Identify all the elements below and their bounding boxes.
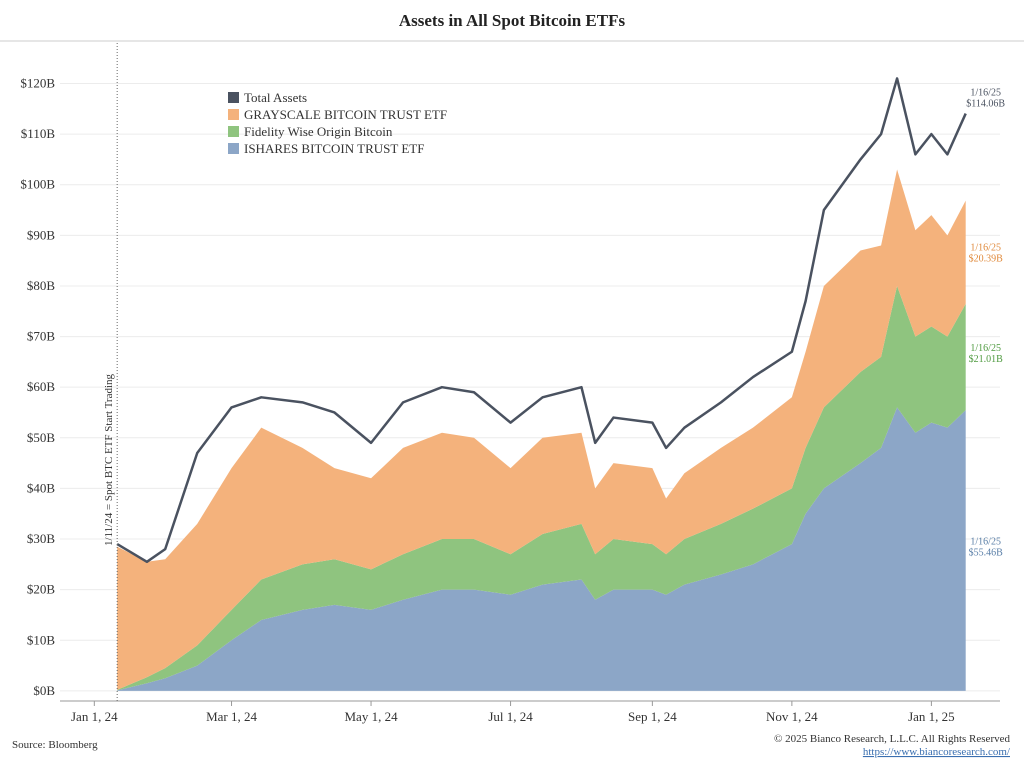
x-tick-label: Sep 1, 24 <box>628 709 677 724</box>
y-tick-label: $120B <box>20 75 55 90</box>
y-tick-label: $50B <box>27 430 56 445</box>
legend-swatch <box>228 92 239 103</box>
end-value-label: $114.06B <box>966 99 1005 110</box>
x-tick-label: Jan 1, 25 <box>908 709 955 724</box>
annotation: 1/11/24 = Spot BTC ETF Start Trading <box>103 373 115 546</box>
legend-swatch <box>228 143 239 154</box>
copyright: © 2025 Bianco Research, L.L.C. All Right… <box>774 733 1010 745</box>
y-tick-label: $30B <box>27 531 56 546</box>
legend-swatch <box>228 109 239 120</box>
source: Source: Bloomberg <box>12 739 98 751</box>
x-tick-label: Jan 1, 24 <box>71 709 118 724</box>
end-value-label: $21.01B <box>969 354 1004 365</box>
y-tick-label: $0B <box>33 683 55 698</box>
y-tick-label: $80B <box>27 278 56 293</box>
x-tick-label: May 1, 24 <box>344 709 398 724</box>
end-value-label: $55.46B <box>969 548 1004 559</box>
y-tick-label: $100B <box>20 177 55 192</box>
end-date-label: 1/16/25 <box>970 88 1001 99</box>
y-tick-label: $20B <box>27 582 56 597</box>
legend-label: ISHARES BITCOIN TRUST ETF <box>244 141 424 156</box>
y-tick-label: $110B <box>21 126 56 141</box>
x-tick-label: Mar 1, 24 <box>206 709 257 724</box>
y-tick-label: $10B <box>27 632 56 647</box>
legend-label: GRAYSCALE BITCOIN TRUST ETF <box>244 107 447 122</box>
y-tick-label: $60B <box>27 379 56 394</box>
line <box>116 77 967 564</box>
chart-title: Assets in All Spot Bitcoin ETFs <box>399 11 626 30</box>
area <box>117 169 966 690</box>
url[interactable]: https://www.biancoresearch.com/ <box>863 746 1011 758</box>
end-value-label: $20.39B <box>969 254 1004 265</box>
area <box>117 285 966 691</box>
legend-label: Fidelity Wise Origin Bitcoin <box>244 124 393 139</box>
legend-swatch <box>228 126 239 137</box>
legend-label: Total Assets <box>244 90 307 105</box>
y-tick-label: $40B <box>27 480 56 495</box>
end-date-label: 1/16/25 <box>970 243 1001 254</box>
y-tick-label: $70B <box>27 329 56 344</box>
x-tick-label: Jul 1, 24 <box>488 709 533 724</box>
y-tick-label: $90B <box>27 227 56 242</box>
area <box>117 407 966 691</box>
end-date-label: 1/16/25 <box>970 343 1001 354</box>
end-date-label: 1/16/25 <box>970 537 1001 548</box>
x-tick-label: Nov 1, 24 <box>766 709 818 724</box>
